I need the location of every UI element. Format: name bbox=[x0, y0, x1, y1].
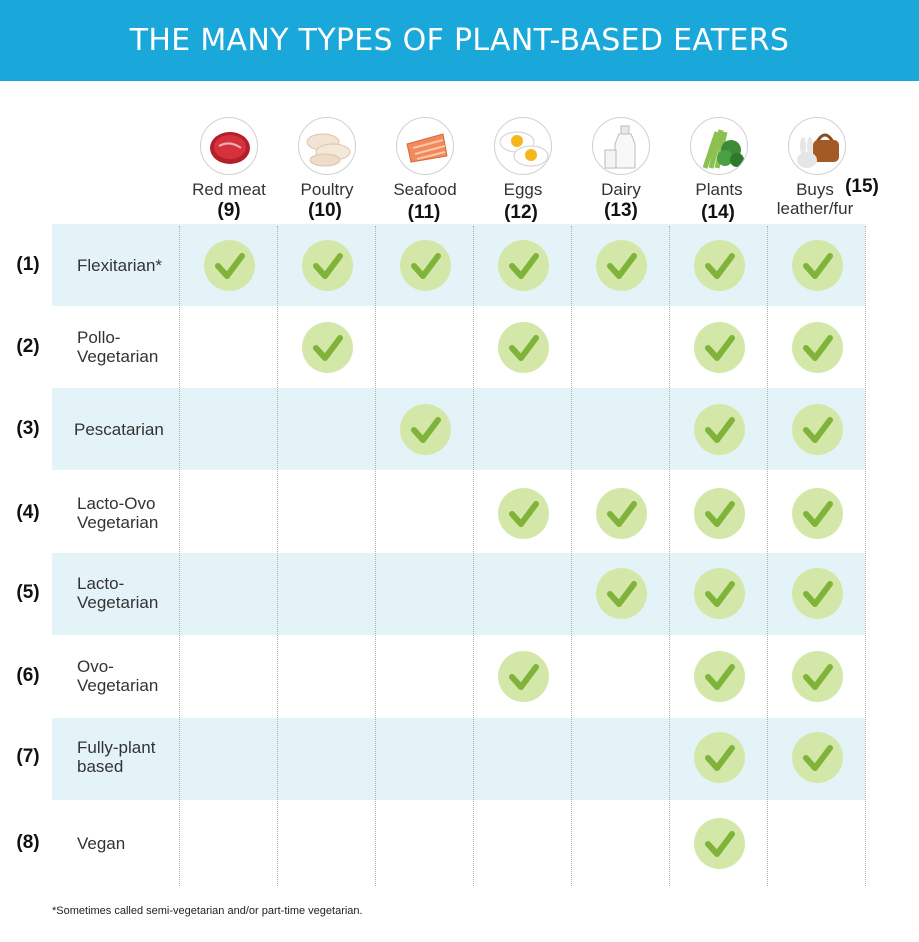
checkmark-icon bbox=[596, 488, 647, 539]
checkmark-icon bbox=[596, 240, 647, 291]
row-label: Ovo- Vegetarian bbox=[77, 657, 159, 695]
checkmark-icon bbox=[498, 651, 549, 702]
column-divider bbox=[767, 226, 768, 886]
checkmark-icon bbox=[694, 240, 745, 291]
checkmark-icon bbox=[204, 240, 255, 291]
checkmark-icon bbox=[792, 732, 843, 783]
chicken-breast-icon bbox=[298, 117, 356, 175]
column-header-label: Buys leather/fur bbox=[776, 180, 854, 218]
row-number: (6) bbox=[16, 665, 40, 686]
row-label: Lacto-Ovo Vegetarian bbox=[77, 494, 159, 532]
column-header-label: Red meat bbox=[192, 180, 266, 199]
checkmark-icon bbox=[792, 404, 843, 455]
row-label: Pollo- Vegetarian bbox=[77, 328, 159, 366]
row-label: Vegan bbox=[77, 834, 126, 853]
checkmark-icon bbox=[498, 240, 549, 291]
column-header-label: Seafood bbox=[393, 180, 457, 199]
row-number: (4) bbox=[16, 502, 40, 523]
checkmark-icon bbox=[694, 404, 745, 455]
column-header-number: (12) bbox=[504, 202, 538, 223]
row-number: (5) bbox=[16, 582, 40, 603]
column-header-number: (13) bbox=[604, 200, 638, 221]
fried-eggs-icon bbox=[494, 117, 552, 175]
checkmark-icon bbox=[302, 240, 353, 291]
column-divider bbox=[473, 226, 474, 886]
checkmark-icon bbox=[792, 568, 843, 619]
column-divider bbox=[865, 226, 866, 886]
row-number: (3) bbox=[16, 418, 40, 439]
column-divider bbox=[277, 226, 278, 886]
checkmark-icon bbox=[694, 732, 745, 783]
checkmark-icon bbox=[694, 651, 745, 702]
column-header-label: Eggs bbox=[503, 180, 543, 199]
rabbit-handbag-icon bbox=[788, 117, 846, 175]
column-header-label: Plants bbox=[695, 180, 743, 199]
column-header-number: (9) bbox=[217, 200, 241, 221]
checkmark-icon bbox=[498, 488, 549, 539]
column-header-number: (11) bbox=[407, 202, 441, 223]
row-label: Flexitarian* bbox=[77, 256, 163, 275]
column-divider bbox=[669, 226, 670, 886]
checkmark-icon bbox=[694, 322, 745, 373]
row-number: (1) bbox=[16, 254, 40, 275]
checkmark-icon bbox=[792, 240, 843, 291]
column-header-label: Poultry bbox=[300, 180, 354, 199]
footnote: *Sometimes called semi-vegetarian and/or… bbox=[52, 905, 363, 917]
checkmark-icon bbox=[792, 651, 843, 702]
milk-bottle-icon bbox=[592, 117, 650, 175]
checkmark-icon bbox=[694, 568, 745, 619]
vegetables-icon bbox=[690, 117, 748, 175]
salmon-fillet-icon bbox=[396, 117, 454, 175]
column-divider bbox=[179, 226, 180, 886]
column-header-number: (10) bbox=[308, 200, 342, 221]
checkmark-icon bbox=[694, 488, 745, 539]
row-label: Fully-plant based bbox=[77, 738, 156, 776]
column-divider bbox=[571, 226, 572, 886]
checkmark-icon bbox=[400, 240, 451, 291]
checkmark-icon bbox=[498, 322, 549, 373]
checkmark-icon bbox=[596, 568, 647, 619]
checkmark-icon bbox=[694, 818, 745, 869]
column-header-label: Dairy bbox=[601, 180, 641, 199]
checkmark-icon bbox=[400, 404, 451, 455]
steak-icon bbox=[200, 117, 258, 175]
row-number: (7) bbox=[16, 746, 40, 767]
title-banner: THE MANY TYPES OF PLANT-BASED EATERS bbox=[0, 0, 919, 81]
column-header-number: (14) bbox=[701, 202, 735, 223]
checkmark-icon bbox=[792, 488, 843, 539]
row-label: Lacto- Vegetarian bbox=[77, 574, 159, 612]
row-number: (8) bbox=[16, 832, 40, 853]
column-divider bbox=[375, 226, 376, 886]
column-header-number: (15) bbox=[845, 176, 879, 197]
checkmark-icon bbox=[792, 322, 843, 373]
page-title: THE MANY TYPES OF PLANT-BASED EATERS bbox=[129, 23, 790, 58]
row-label: Pescatarian bbox=[74, 420, 164, 439]
row-number: (2) bbox=[16, 336, 40, 357]
checkmark-icon bbox=[302, 322, 353, 373]
